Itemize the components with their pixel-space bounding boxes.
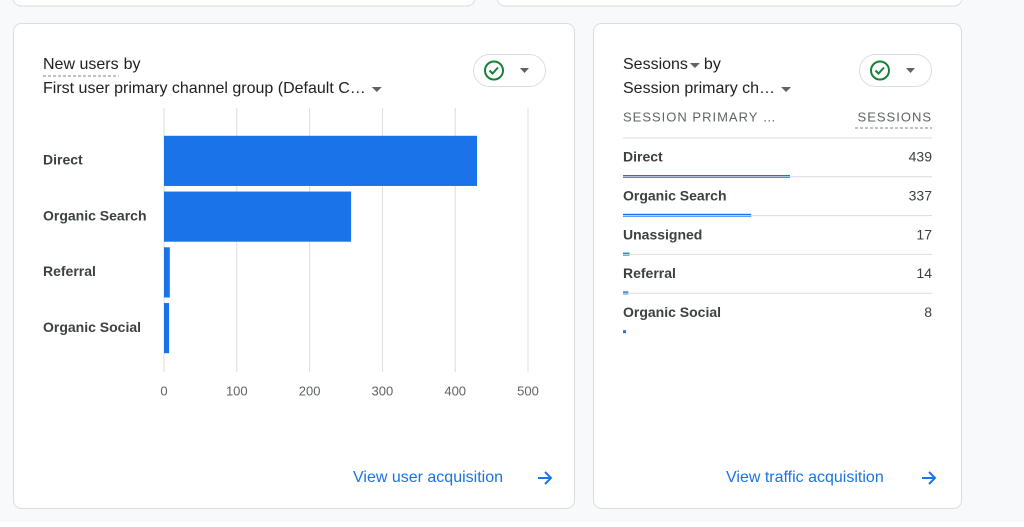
- row-value: 439: [909, 149, 933, 165]
- y-tick-label: Organic Search: [43, 207, 147, 223]
- column-header: SESSION PRIMARY …: [623, 109, 777, 124]
- compare-button[interactable]: [473, 54, 546, 87]
- metric-selector[interactable]: Sessions: [623, 56, 688, 73]
- bar-chart: 0 100 200 300 400 500 Direct Organic Search Refe…: [43, 108, 539, 398]
- dropdown-caret: [689, 63, 700, 68]
- bar: [164, 191, 352, 242]
- dimension-selector[interactable]: First user primary channel group (Defaul…: [43, 80, 366, 97]
- link[interactable]: View user acquisition: [353, 469, 503, 486]
- row-bar: [623, 330, 627, 334]
- dropdown-caret: [520, 68, 529, 73]
- x-tick-label: 300: [372, 383, 394, 398]
- check-mark: [488, 66, 499, 75]
- arrow-icon: [922, 471, 937, 485]
- x-tick-label: 500: [517, 383, 539, 398]
- metric-selector[interactable]: New users: [43, 56, 119, 73]
- card-above: [496, 0, 963, 7]
- x-tick-label: 200: [299, 383, 321, 398]
- dropdown-caret: [781, 87, 792, 92]
- compare-button[interactable]: [859, 54, 932, 87]
- check-icon: [870, 60, 890, 81]
- row-value: 8: [924, 304, 932, 320]
- y-tick-label: Referral: [43, 263, 96, 279]
- column-header[interactable]: SESSIONS: [858, 109, 932, 124]
- x-tick-label: 100: [226, 383, 248, 398]
- row-label: Direct: [623, 149, 663, 165]
- row-label: Unassigned: [623, 226, 702, 242]
- row-label: Referral: [623, 265, 676, 281]
- table: Direct 439 Organic Search 337 Unassigned 17 Re…: [623, 137, 933, 334]
- card-above: [12, 0, 476, 7]
- row-value: 337: [909, 188, 933, 204]
- dropdown-caret: [906, 68, 915, 73]
- y-tick-label: Direct: [43, 152, 83, 168]
- dropdown-caret: [371, 87, 382, 92]
- card: [593, 23, 962, 509]
- y-tick-label: Organic Social: [43, 319, 141, 335]
- bar: [164, 135, 478, 186]
- dimension-selector[interactable]: Session primary ch…: [623, 80, 775, 97]
- row-label: Organic Search: [623, 188, 727, 204]
- arrow-icon: [538, 471, 553, 485]
- row-value: 17: [916, 226, 932, 242]
- row-label: Organic Social: [623, 304, 721, 320]
- x-tick-label: 0: [160, 383, 167, 398]
- x-tick-label: 400: [444, 383, 466, 398]
- check-mark: [874, 66, 885, 75]
- bar: [164, 303, 170, 354]
- check-icon: [484, 60, 504, 81]
- title-by: by: [124, 56, 141, 73]
- title-by: by: [704, 56, 721, 73]
- link[interactable]: View traffic acquisition: [726, 469, 884, 486]
- row-value: 14: [916, 265, 932, 281]
- bar: [164, 247, 170, 298]
